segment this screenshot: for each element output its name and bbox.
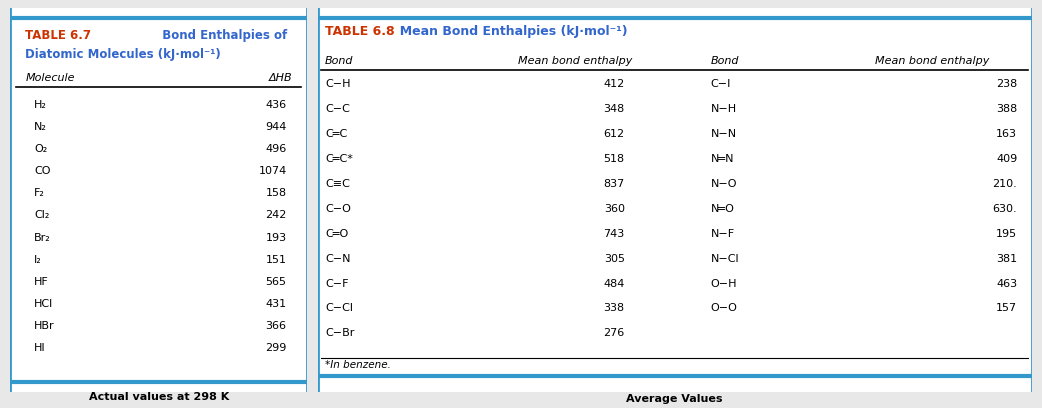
Text: F₂: F₂ bbox=[34, 188, 45, 198]
Text: 743: 743 bbox=[603, 228, 625, 239]
Text: 565: 565 bbox=[266, 277, 287, 287]
Text: 348: 348 bbox=[603, 104, 625, 114]
Text: 484: 484 bbox=[603, 279, 625, 288]
Text: 238: 238 bbox=[996, 79, 1017, 89]
Text: 630.: 630. bbox=[993, 204, 1017, 214]
Text: 193: 193 bbox=[266, 233, 287, 242]
Text: Cl₂: Cl₂ bbox=[34, 211, 50, 220]
Text: O−O: O−O bbox=[711, 304, 738, 313]
Text: 496: 496 bbox=[266, 144, 287, 154]
Text: 412: 412 bbox=[603, 79, 625, 89]
Text: 158: 158 bbox=[266, 188, 287, 198]
Text: C−I: C−I bbox=[711, 79, 730, 89]
FancyBboxPatch shape bbox=[10, 8, 307, 392]
Text: 837: 837 bbox=[603, 179, 625, 189]
Text: H₂: H₂ bbox=[34, 100, 47, 110]
Text: N−H: N−H bbox=[711, 104, 737, 114]
Text: C≡C: C≡C bbox=[325, 179, 350, 189]
Text: HBr: HBr bbox=[34, 321, 55, 331]
Text: HF: HF bbox=[34, 277, 49, 287]
Text: Average Values: Average Values bbox=[626, 394, 723, 404]
Text: 381: 381 bbox=[996, 254, 1017, 264]
Text: Mean Bond Enthalpies (kJ·mol⁻¹): Mean Bond Enthalpies (kJ·mol⁻¹) bbox=[391, 25, 627, 38]
Text: N═N: N═N bbox=[711, 154, 734, 164]
Text: 157: 157 bbox=[996, 304, 1017, 313]
Text: 1074: 1074 bbox=[258, 166, 287, 176]
Text: 299: 299 bbox=[266, 343, 287, 353]
Text: 431: 431 bbox=[266, 299, 287, 309]
Text: C−Cl: C−Cl bbox=[325, 304, 353, 313]
Text: 388: 388 bbox=[996, 104, 1017, 114]
Text: C−H: C−H bbox=[325, 79, 350, 89]
Text: *In benzene.: *In benzene. bbox=[325, 360, 391, 370]
Text: N₂: N₂ bbox=[34, 122, 47, 132]
Text: Mean bond enthalpy: Mean bond enthalpy bbox=[874, 56, 989, 66]
Text: 305: 305 bbox=[603, 254, 625, 264]
Text: HI: HI bbox=[34, 343, 46, 353]
Text: Mean bond enthalpy: Mean bond enthalpy bbox=[518, 56, 632, 66]
Text: C═C: C═C bbox=[325, 129, 347, 139]
Text: Br₂: Br₂ bbox=[34, 233, 51, 242]
Text: Bond: Bond bbox=[711, 56, 739, 66]
Text: C═O: C═O bbox=[325, 228, 348, 239]
Text: 366: 366 bbox=[266, 321, 287, 331]
Text: C−C: C−C bbox=[325, 104, 350, 114]
Text: HCl: HCl bbox=[34, 299, 53, 309]
Text: N−N: N−N bbox=[711, 129, 737, 139]
Text: C−F: C−F bbox=[325, 279, 348, 288]
Text: Actual values at 298 K: Actual values at 298 K bbox=[89, 392, 229, 402]
FancyBboxPatch shape bbox=[318, 8, 1032, 392]
Text: O₂: O₂ bbox=[34, 144, 48, 154]
Text: 360: 360 bbox=[603, 204, 625, 214]
Text: 463: 463 bbox=[996, 279, 1017, 288]
Text: TABLE 6.7: TABLE 6.7 bbox=[25, 29, 92, 42]
Text: 518: 518 bbox=[603, 154, 625, 164]
Text: O−H: O−H bbox=[711, 279, 737, 288]
Text: C═C*: C═C* bbox=[325, 154, 353, 164]
Text: 276: 276 bbox=[603, 328, 625, 338]
Text: C−Br: C−Br bbox=[325, 328, 354, 338]
Text: 612: 612 bbox=[603, 129, 625, 139]
Text: I₂: I₂ bbox=[34, 255, 42, 264]
Text: N−F: N−F bbox=[711, 228, 735, 239]
Text: ΔHB: ΔHB bbox=[269, 73, 293, 83]
Text: 242: 242 bbox=[266, 211, 287, 220]
Text: Molecule: Molecule bbox=[25, 73, 75, 83]
Text: CO: CO bbox=[34, 166, 51, 176]
Text: 195: 195 bbox=[996, 228, 1017, 239]
Text: 944: 944 bbox=[266, 122, 287, 132]
Text: N═O: N═O bbox=[711, 204, 735, 214]
Text: 436: 436 bbox=[266, 100, 287, 110]
Text: 409: 409 bbox=[996, 154, 1017, 164]
Text: Bond Enthalpies of: Bond Enthalpies of bbox=[153, 29, 287, 42]
Text: N−O: N−O bbox=[711, 179, 737, 189]
Text: 163: 163 bbox=[996, 129, 1017, 139]
Text: N−Cl: N−Cl bbox=[711, 254, 739, 264]
Text: C−O: C−O bbox=[325, 204, 351, 214]
Text: Bond: Bond bbox=[325, 56, 353, 66]
Text: C−N: C−N bbox=[325, 254, 350, 264]
Text: TABLE 6.8: TABLE 6.8 bbox=[325, 25, 395, 38]
Text: Diatomic Molecules (kJ·mol⁻¹): Diatomic Molecules (kJ·mol⁻¹) bbox=[25, 49, 221, 62]
Text: 151: 151 bbox=[266, 255, 287, 264]
Text: 210.: 210. bbox=[993, 179, 1017, 189]
Text: 338: 338 bbox=[603, 304, 625, 313]
